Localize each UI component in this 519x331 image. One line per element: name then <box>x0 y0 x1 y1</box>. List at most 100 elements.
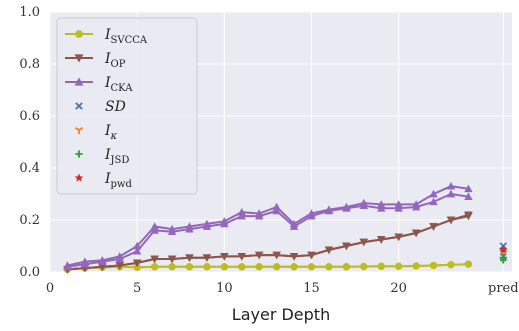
data-point <box>289 219 299 228</box>
data-point <box>237 253 246 261</box>
data-point <box>394 233 403 242</box>
legend-entry: IJSD <box>75 147 129 166</box>
data-point <box>132 259 142 268</box>
legend-entry: ICKA <box>65 75 133 94</box>
series-cka <box>63 182 473 271</box>
data-point <box>464 260 473 268</box>
x-tick-label: 0 <box>46 281 54 296</box>
data-point <box>115 262 124 270</box>
x-tick-label: 20 <box>390 281 407 296</box>
data-point <box>150 226 159 234</box>
data-point <box>185 222 194 230</box>
pred-point <box>499 245 508 254</box>
data-point <box>272 263 281 271</box>
pred-points <box>499 242 508 264</box>
data-point <box>446 189 456 198</box>
legend-label: Iκ <box>104 123 118 142</box>
data-point <box>429 261 438 270</box>
y-tick-label: 0.4 <box>19 161 40 176</box>
data-point <box>464 211 473 219</box>
data-point <box>342 242 351 251</box>
legend-entry: Iκ <box>74 123 118 142</box>
y-tick-labels: 0.0 0.2 0.4 0.6 0.8 1.0 <box>19 5 40 280</box>
data-point <box>446 182 456 190</box>
data-point <box>220 217 229 225</box>
data-point <box>377 236 386 244</box>
y-tick-label: 1.0 <box>19 5 40 20</box>
legend-label: IOP <box>104 51 126 70</box>
x-axis-label: Layer Depth <box>232 305 330 324</box>
data-point <box>411 200 421 208</box>
data-point <box>429 223 438 231</box>
data-point <box>115 252 124 260</box>
data-point <box>359 238 369 247</box>
data-point <box>80 257 90 265</box>
data-point <box>447 261 455 269</box>
x-tick-label: 15 <box>303 281 320 296</box>
x-tick-labels: 0 5 10 15 20 pred <box>46 281 519 296</box>
data-point <box>446 216 456 225</box>
data-point <box>202 219 212 228</box>
data-point <box>203 263 211 271</box>
x-tick-label-pred: pred <box>488 281 519 296</box>
data-point <box>394 204 403 212</box>
legend-label: SD <box>105 99 126 115</box>
legend-entry: ISVCCA <box>65 27 148 46</box>
legend-marker <box>75 102 83 110</box>
data-point <box>272 206 281 215</box>
data-point <box>167 255 177 264</box>
y-tick-label: 0.8 <box>19 57 40 72</box>
data-point <box>150 222 159 230</box>
data-point <box>429 197 438 206</box>
data-point <box>394 200 403 208</box>
data-point <box>464 184 473 193</box>
data-point <box>98 263 107 271</box>
data-point <box>237 211 246 220</box>
data-point <box>377 200 386 208</box>
data-point <box>395 262 403 270</box>
legend-marker <box>75 30 83 38</box>
data-point <box>377 262 385 270</box>
data-point <box>168 263 176 271</box>
legend-label: Ipwd <box>104 171 132 190</box>
data-point <box>360 262 368 271</box>
y-tick-label: 0.6 <box>19 109 40 124</box>
data-point <box>185 263 194 271</box>
data-point <box>307 263 316 271</box>
data-point <box>98 256 107 264</box>
data-point <box>307 251 316 260</box>
pred-point <box>499 254 507 262</box>
data-point <box>132 241 142 250</box>
data-point <box>325 263 333 271</box>
data-point <box>150 255 159 264</box>
legend-entry: SD <box>75 99 126 115</box>
series-line <box>67 213 469 271</box>
data-point <box>220 253 229 261</box>
legend-entry: IOP <box>65 51 126 70</box>
legend-marker <box>74 126 84 135</box>
legend-marker <box>74 54 84 63</box>
data-point <box>464 192 473 200</box>
data-point <box>342 202 351 211</box>
data-point <box>150 263 159 271</box>
data-point <box>238 263 246 271</box>
data-point <box>272 251 281 260</box>
y-tick-label: 0.2 <box>19 213 40 228</box>
y-tick-label: 0.0 <box>19 265 40 280</box>
data-point <box>289 253 299 261</box>
legend-entry: Ipwd <box>74 171 132 190</box>
legend-box <box>56 17 198 195</box>
legend-marker <box>74 173 84 182</box>
legend: ISVCCA IOP ICKA SD Iκ IJSD Ipwd <box>56 17 198 195</box>
data-point <box>272 202 281 211</box>
data-point <box>132 247 142 255</box>
legend-label: IJSD <box>104 147 129 166</box>
legend-label: ISVCCA <box>104 27 148 46</box>
data-point <box>202 254 212 262</box>
data-point <box>220 263 228 271</box>
data-point <box>411 229 421 238</box>
data-point <box>255 263 263 271</box>
data-point <box>167 224 177 233</box>
legend-marker <box>75 150 83 158</box>
